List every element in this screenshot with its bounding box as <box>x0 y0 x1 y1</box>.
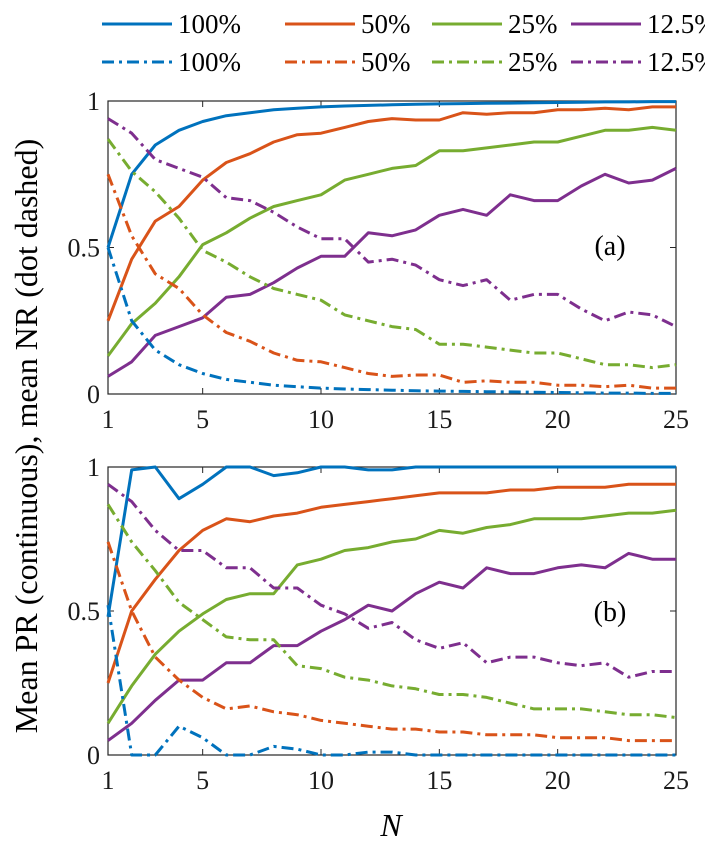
x-tick-label: 15 <box>426 766 452 795</box>
series-line-100pct-dashdot <box>106 247 676 395</box>
x-tick-label: 15 <box>426 405 452 434</box>
series-line-12-5pct-solid <box>107 167 677 378</box>
series-line-50pct-solid <box>106 482 676 684</box>
x-tick-label: 10 <box>308 405 334 434</box>
legend-label-50pct-solid: 50% <box>361 9 411 39</box>
series-line-50pct-dashdot <box>106 173 676 390</box>
series-line-25pct-solid <box>106 125 677 357</box>
y-tick-label: 0 <box>87 741 100 770</box>
panel-label: (b) <box>594 597 627 628</box>
x-tick-label: 25 <box>663 405 689 434</box>
series-line-50pct-dashdot <box>106 541 676 743</box>
y-tick-label: 0.5 <box>68 234 101 263</box>
x-tick-label: 20 <box>545 766 571 795</box>
series-line-50pct-solid <box>106 105 676 322</box>
x-tick-label: 20 <box>545 405 571 434</box>
x-tick-label: 10 <box>308 766 334 795</box>
series-line-100pct-solid <box>106 100 676 248</box>
legend: 100% 50% 25% 12.5% 100% 50% 25% 12.5% <box>102 9 705 77</box>
x-axis-label: N <box>379 807 403 843</box>
panel-label: (a) <box>594 231 625 262</box>
y-tick-label: 1 <box>87 453 100 482</box>
legend-label-25pct-dashdot: 25% <box>508 47 558 77</box>
series-line-100pct-solid <box>106 465 676 618</box>
x-tick-label: 25 <box>663 766 689 795</box>
series-line-100pct-dashdot <box>106 604 676 757</box>
y-tick-label: 0.5 <box>68 597 101 626</box>
x-tick-label: 1 <box>102 766 115 795</box>
series-line-12-5pct-dashdot <box>107 117 677 328</box>
legend-label-100pct-dashdot: 100% <box>178 47 241 77</box>
x-tick-label: 5 <box>196 766 209 795</box>
legend-label-50pct-dashdot: 50% <box>361 47 411 77</box>
series-line-25pct-dashdot <box>106 503 677 720</box>
y-tick-label: 0 <box>87 380 100 409</box>
x-tick-label: 5 <box>196 405 209 434</box>
series-line-12-5pct-solid <box>107 551 676 742</box>
series-line-25pct-solid <box>106 508 677 725</box>
legend-label-25pct-solid: 25% <box>508 9 558 39</box>
y-axis-label: Mean PR (continuous), mean NR (dot dashe… <box>8 139 44 734</box>
series-line-25pct-dashdot <box>106 138 677 370</box>
y-tick-label: 1 <box>87 87 100 116</box>
legend-label-12-5pct-dashdot: 12.5% <box>647 47 705 77</box>
legend-label-100pct-solid: 100% <box>178 9 241 39</box>
plot-frame <box>107 100 677 395</box>
legend-label-12-5pct-solid: 12.5% <box>647 9 705 39</box>
x-tick-label: 1 <box>102 405 115 434</box>
series-line-12-5pct-dashdot <box>107 483 676 679</box>
